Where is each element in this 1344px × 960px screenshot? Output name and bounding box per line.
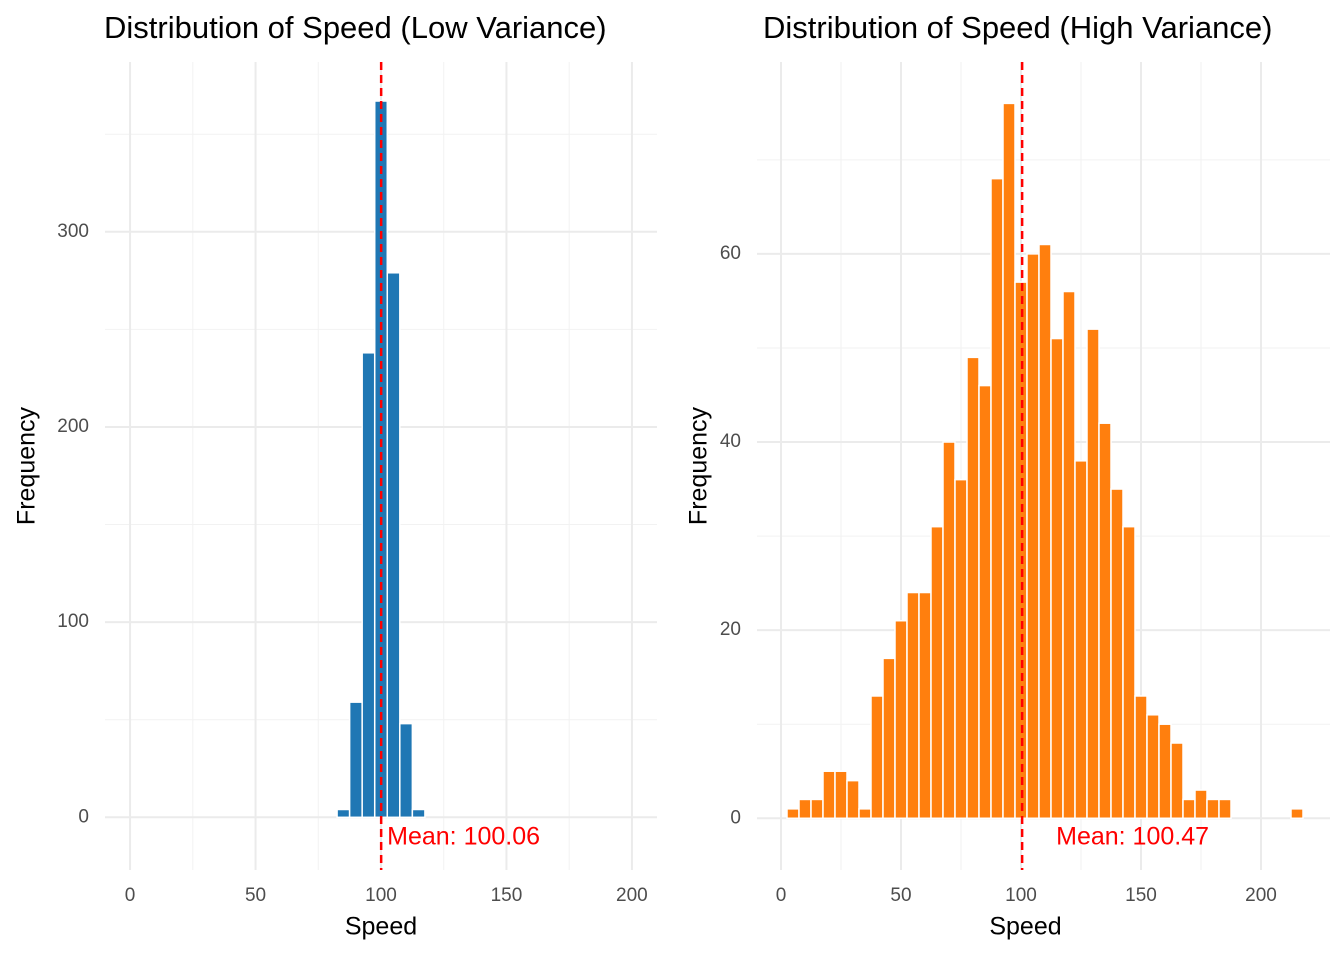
bar bbox=[1098, 422, 1112, 820]
bar bbox=[942, 441, 956, 820]
y-tick-label: 300 bbox=[57, 221, 89, 242]
bar bbox=[1110, 488, 1124, 820]
bar bbox=[918, 591, 932, 820]
chart-title: Distribution of Speed (High Variance) bbox=[763, 10, 1272, 45]
bar bbox=[411, 808, 426, 819]
bar bbox=[1146, 714, 1160, 820]
bar bbox=[1134, 695, 1148, 820]
bar bbox=[906, 591, 920, 820]
bar bbox=[1182, 798, 1196, 820]
bar bbox=[361, 352, 376, 819]
bar bbox=[1086, 328, 1100, 820]
bar bbox=[1218, 798, 1232, 820]
bar bbox=[846, 779, 860, 820]
y-axis-label: Frequency bbox=[685, 406, 713, 525]
chart-title: Distribution of Speed (Low Variance) bbox=[104, 10, 607, 45]
y-tick-label: 60 bbox=[720, 243, 741, 264]
bar bbox=[1170, 742, 1184, 820]
x-tick-label: 50 bbox=[890, 885, 911, 906]
bar bbox=[786, 808, 800, 820]
x-tick-label: 150 bbox=[491, 885, 523, 906]
y-tick-label: 200 bbox=[57, 416, 89, 437]
x-tick-label: 0 bbox=[125, 885, 136, 906]
x-tick-label: 150 bbox=[1125, 885, 1157, 906]
mean-annotation: Mean: 100.47 bbox=[1056, 823, 1209, 851]
bar bbox=[822, 770, 836, 820]
x-tick-label: 100 bbox=[365, 885, 397, 906]
bar bbox=[978, 384, 992, 820]
x-tick-label: 0 bbox=[776, 885, 787, 906]
x-tick-label: 200 bbox=[616, 885, 648, 906]
y-axis-label: Frequency bbox=[13, 406, 41, 525]
x-tick-label: 200 bbox=[1245, 885, 1277, 906]
bar bbox=[1062, 290, 1076, 820]
bar bbox=[894, 619, 908, 820]
bar bbox=[386, 272, 401, 819]
bar bbox=[1026, 253, 1040, 820]
bar bbox=[1038, 243, 1052, 820]
bar bbox=[1290, 808, 1304, 820]
y-tick-label: 40 bbox=[720, 431, 741, 452]
bar bbox=[399, 722, 414, 819]
bar bbox=[1194, 789, 1208, 820]
bar bbox=[798, 798, 812, 820]
y-tick-label: 0 bbox=[730, 807, 741, 828]
bar bbox=[1122, 525, 1136, 820]
x-tick-label: 50 bbox=[245, 885, 266, 906]
bar bbox=[1050, 337, 1064, 820]
bar bbox=[870, 695, 884, 820]
bar bbox=[1074, 460, 1088, 820]
bar bbox=[834, 770, 848, 820]
y-tick-label: 100 bbox=[57, 611, 89, 632]
bar bbox=[858, 808, 872, 820]
bar bbox=[1002, 102, 1016, 820]
y-tick-label: 0 bbox=[78, 806, 89, 827]
bar bbox=[348, 701, 363, 819]
x-axis-label: Speed bbox=[345, 913, 417, 941]
bar bbox=[990, 177, 1004, 820]
x-tick-label: 100 bbox=[1005, 885, 1037, 906]
bar bbox=[810, 798, 824, 820]
bar bbox=[336, 808, 351, 819]
y-tick-label: 20 bbox=[720, 619, 741, 640]
mean-annotation: Mean: 100.06 bbox=[387, 823, 540, 851]
bar bbox=[1206, 798, 1220, 820]
bar bbox=[1158, 723, 1172, 820]
x-axis-label: Speed bbox=[989, 913, 1061, 941]
bar bbox=[954, 478, 968, 820]
bar bbox=[930, 525, 944, 820]
bar bbox=[882, 657, 896, 820]
bar bbox=[966, 356, 980, 820]
